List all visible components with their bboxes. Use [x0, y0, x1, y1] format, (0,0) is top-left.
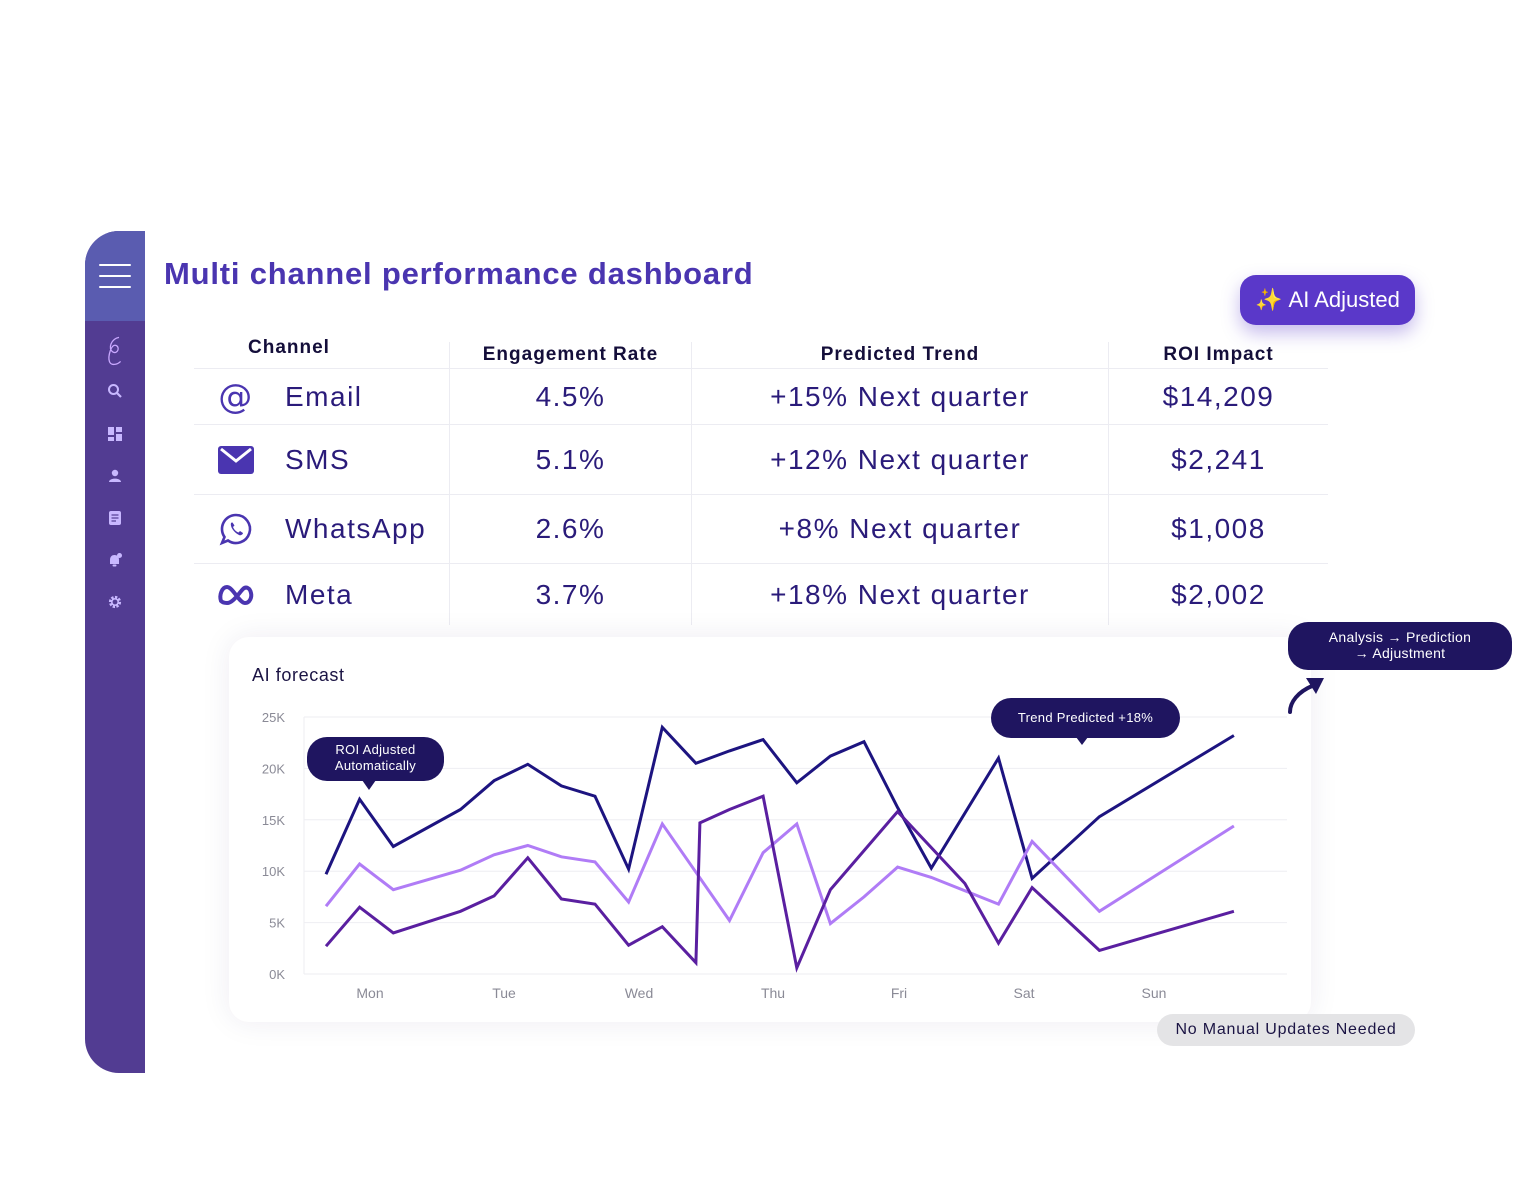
tooltip-pointer [1076, 737, 1088, 745]
document-icon[interactable] [103, 506, 127, 530]
table-row[interactable]: Meta 3.7% +18% Next quarter $2,002 [194, 563, 1328, 625]
whatsapp-icon [216, 509, 256, 549]
header-channel: Channel [248, 337, 330, 358]
user-icon[interactable] [103, 464, 127, 488]
page-title: Multi channel performance dashboard [164, 256, 754, 291]
table-row[interactable]: WhatsApp 2.6% +8% Next quarter $1,008 [194, 494, 1328, 563]
hamburger-icon[interactable] [99, 264, 131, 288]
tooltip-pointer [362, 780, 376, 790]
x-tick-label: Sun [1142, 985, 1167, 1001]
meta-icon [216, 575, 256, 615]
dashboard-icon[interactable] [103, 422, 127, 446]
channel-name: Email [285, 380, 363, 412]
y-tick-label: 25K [262, 710, 285, 725]
y-tick-label: 10K [262, 864, 285, 879]
gear-icon[interactable] [103, 590, 127, 614]
chart-title: AI forecast [252, 665, 345, 685]
header-engagement: Engagement Rate [449, 342, 691, 368]
predicted-trend: +15% Next quarter [691, 369, 1108, 424]
channel-name: WhatsApp [285, 513, 427, 544]
sparkles-icon: ✨ [1255, 287, 1283, 312]
table-row[interactable]: SMS 5.1% +12% Next quarter $2,241 [194, 424, 1328, 494]
forecast-card: AI forecast 0K 5K 10K 15K 20K 25K Mon Tue Wed Thu… [229, 637, 1311, 1022]
x-tick-label: Fri [891, 985, 907, 1001]
x-tick-label: Tue [492, 985, 516, 1001]
roi-adjusted-tooltip: ROI Adjusted Automatically [307, 737, 444, 781]
x-tick-label: Thu [761, 985, 785, 1001]
notification-icon[interactable] [103, 548, 127, 572]
y-tick-label: 0K [269, 967, 285, 982]
tooltip-line: Automatically [334, 758, 417, 773]
series-line-2 [324, 820, 1235, 927]
sidebar-nav [85, 331, 145, 614]
roi-impact: $2,241 [1108, 425, 1328, 494]
sidebar-header [85, 231, 145, 321]
forecast-chart: 0K 5K 10K 15K 20K 25K Mon Tue Wed Thu Fri Sat Sun [262, 710, 1287, 1001]
roi-impact: $2,002 [1108, 564, 1328, 625]
ai-adjusted-label: AI Adjusted [1288, 287, 1400, 312]
logo-icon[interactable] [103, 331, 127, 371]
y-tick-label: 5K [269, 916, 285, 931]
roi-impact: $14,209 [1108, 369, 1328, 424]
predicted-trend: +18% Next quarter [691, 564, 1108, 625]
table-row[interactable]: @ Email 4.5% +15% Next quarter $14,209 [194, 368, 1328, 424]
roi-impact: $1,008 [1108, 495, 1328, 563]
search-icon[interactable] [103, 379, 127, 403]
at-sign-icon: @ [218, 376, 254, 417]
sidebar [85, 231, 145, 1073]
y-tick-label: 15K [262, 813, 285, 828]
header-trend: Predicted Trend [691, 342, 1108, 368]
engagement-rate: 2.6% [449, 495, 691, 563]
ai-adjusted-badge[interactable]: ✨ AI Adjusted [1240, 275, 1415, 325]
series-line-1 [324, 724, 1235, 882]
tooltip-line: → Adjustment [1354, 645, 1446, 661]
header-roi: ROI Impact [1108, 342, 1328, 368]
x-tick-label: Sat [1013, 985, 1034, 1001]
predicted-trend: +8% Next quarter [691, 495, 1108, 563]
channel-table: Channel Engagement Rate Predicted Trend … [194, 328, 1328, 625]
engagement-rate: 3.7% [449, 564, 691, 625]
tooltip-line: Analysis → Prediction [1328, 629, 1472, 645]
x-tick-label: Mon [356, 985, 383, 1001]
engagement-rate: 4.5% [449, 369, 691, 424]
tooltip-line: ROI Adjusted [335, 742, 416, 757]
channel-name: Meta [285, 578, 354, 610]
table-header: Channel Engagement Rate Predicted Trend … [194, 328, 1328, 368]
curved-arrow-icon [1288, 678, 1324, 714]
series-line-3 [324, 794, 1235, 973]
y-tick-label: 20K [262, 761, 285, 776]
trend-predicted-tooltip: Trend Predicted +18% [991, 698, 1180, 738]
flow-tooltip: Analysis → Prediction → Adjustment [1288, 622, 1512, 670]
channel-name: SMS [285, 443, 351, 475]
envelope-icon [216, 440, 256, 480]
predicted-trend: +12% Next quarter [691, 425, 1108, 494]
engagement-rate: 5.1% [449, 425, 691, 494]
x-tick-label: Wed [625, 985, 654, 1001]
no-manual-updates-badge: No Manual Updates Needed [1157, 1014, 1415, 1046]
